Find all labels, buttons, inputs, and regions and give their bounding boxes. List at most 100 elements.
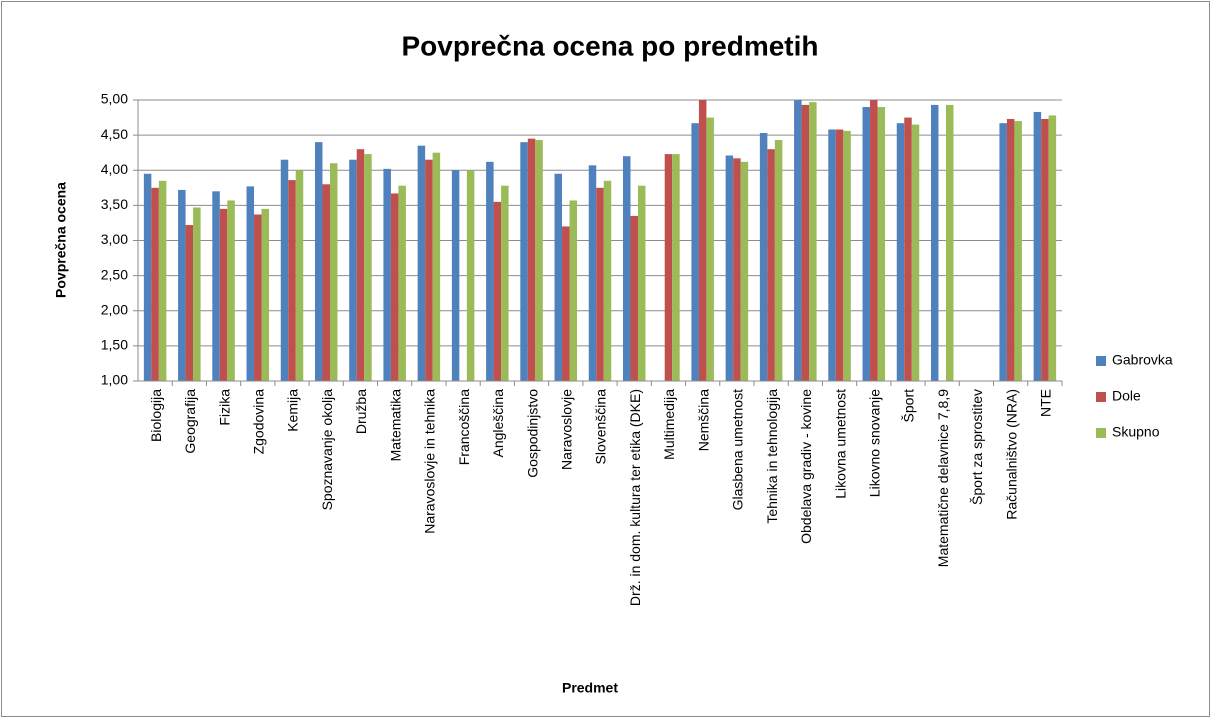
x-tick-label: NTE xyxy=(1038,389,1054,417)
bar xyxy=(254,214,262,381)
bar xyxy=(733,158,741,381)
bar xyxy=(1014,121,1022,381)
y-tick-label: 1,00 xyxy=(101,372,128,388)
x-tick-label: Naravoslovje in tehnika xyxy=(422,389,438,534)
bar xyxy=(725,155,734,381)
bar xyxy=(349,159,357,381)
bar xyxy=(246,186,255,381)
x-tick-label: Likovno snovanje xyxy=(866,389,882,497)
x-tick-label: Naravoslovje xyxy=(558,389,574,470)
y-tick-label: 3,00 xyxy=(101,231,128,247)
bar xyxy=(896,123,905,382)
bar xyxy=(664,154,673,381)
bar xyxy=(322,184,330,381)
bar xyxy=(809,102,817,382)
bar xyxy=(227,200,235,381)
bar xyxy=(930,104,939,381)
bar xyxy=(603,180,612,381)
x-tick-label: Tehnika in tehnologija xyxy=(764,389,780,524)
bar xyxy=(527,138,536,381)
legend-label: Skupno xyxy=(1112,424,1160,440)
bar xyxy=(945,104,954,381)
bar xyxy=(432,152,441,381)
chart-title: Povprečna ocena po predmetih xyxy=(402,30,819,61)
bar xyxy=(835,129,844,381)
x-tick-label: Šport za sprostitev xyxy=(969,389,985,505)
bar xyxy=(493,201,502,381)
bar xyxy=(158,180,167,381)
bar xyxy=(535,140,543,381)
bar xyxy=(622,156,631,381)
bar xyxy=(1041,118,1049,381)
bar xyxy=(862,107,871,382)
bar xyxy=(314,142,323,381)
x-tick-label: Multimedija xyxy=(661,389,677,460)
x-tick-label: Biologija xyxy=(148,389,164,442)
x-tick-label: Fizika xyxy=(216,389,232,426)
bar xyxy=(843,130,851,381)
x-axis-label: Predmet xyxy=(562,680,618,696)
x-tick-label: Likovna umetnost xyxy=(832,389,848,499)
bar xyxy=(501,185,509,381)
bar xyxy=(178,189,186,381)
bar xyxy=(911,124,920,382)
bar xyxy=(1048,115,1057,381)
bar xyxy=(828,129,836,381)
x-tick-label: Družba xyxy=(353,389,369,434)
bar xyxy=(451,170,460,381)
x-tick-label: Gospodinjstvo xyxy=(524,389,540,478)
y-tick-label: 1,50 xyxy=(101,337,128,353)
x-tick-label: Matematične delavnice 7,8,9 xyxy=(935,389,951,567)
x-tick-label: Angleščina xyxy=(490,389,506,458)
bar xyxy=(706,117,714,381)
bar xyxy=(569,200,578,381)
x-tick-label: Obdelava gradiv - kovine xyxy=(798,389,814,544)
bar xyxy=(425,159,433,381)
bar xyxy=(193,207,201,381)
x-tick-label: Slovenščina xyxy=(593,389,609,465)
bar xyxy=(295,170,304,381)
x-tick-label: Geografija xyxy=(182,389,198,454)
bar xyxy=(288,180,296,381)
bar xyxy=(767,149,775,381)
bar xyxy=(562,226,570,381)
bar xyxy=(877,107,886,382)
bar xyxy=(672,154,680,381)
y-tick-label: 4,00 xyxy=(101,161,128,177)
x-tick-label: Računalništvo (NRA) xyxy=(1003,389,1019,520)
bar xyxy=(486,161,494,381)
bar xyxy=(356,149,365,381)
bar xyxy=(740,161,749,381)
bar xyxy=(596,187,604,381)
bar xyxy=(398,185,406,381)
bar xyxy=(1033,111,1042,381)
bar xyxy=(151,187,159,381)
bar xyxy=(637,185,646,381)
y-tick-label: 5,00 xyxy=(101,91,128,107)
bar xyxy=(329,163,338,381)
x-tick-label: Šport xyxy=(901,389,917,423)
legend-swatch xyxy=(1096,392,1106,402)
bar xyxy=(774,140,783,381)
bar xyxy=(219,208,228,381)
x-tick-label: Glasbena umetnost xyxy=(730,389,746,511)
bar xyxy=(698,100,707,381)
bar xyxy=(261,208,270,381)
bar xyxy=(383,168,391,381)
bar xyxy=(390,193,399,381)
bar xyxy=(212,191,220,381)
bar xyxy=(801,104,810,381)
legend-label: Dole xyxy=(1112,388,1141,404)
legend-label: Gabrovka xyxy=(1112,352,1173,368)
bar xyxy=(588,165,597,381)
y-tick-label: 3,50 xyxy=(101,196,128,212)
bar xyxy=(794,100,802,381)
x-tick-label: Nemščina xyxy=(695,389,711,451)
x-tick-label: Drž. in dom. kultura ter etika (DKE) xyxy=(627,389,643,606)
legend-swatch xyxy=(1096,428,1106,438)
y-axis-label: Povprečna ocena xyxy=(53,182,69,298)
y-tick-label: 4,50 xyxy=(101,126,128,142)
bar xyxy=(280,159,289,381)
bar xyxy=(143,173,152,381)
